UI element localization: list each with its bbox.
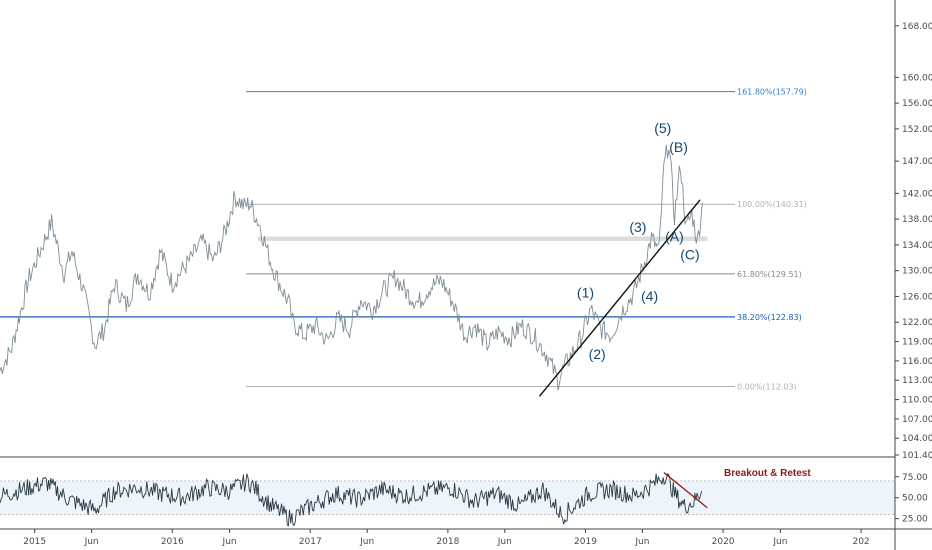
fib-level-label-0: 161.80%(157.79) [737, 88, 807, 97]
x-tick-label-2: 2016 [161, 537, 184, 547]
price-y-tick-label-13: 113.00 [902, 376, 932, 386]
price-trendline [538, 199, 701, 397]
price-y-tick-label-3: 152.00 [902, 125, 932, 135]
x-tick-label-0: 2015 [23, 537, 46, 547]
price-series-line [0, 144, 704, 391]
x-tick-label-7: Jun [497, 537, 512, 547]
fib-level-label-3: 38.20%(122.83) [737, 313, 802, 322]
x-tick-label-8: 2019 [574, 537, 597, 547]
rsi-pane: Breakout & Retest [0, 468, 895, 527]
x-tick-label-3: Jun [222, 537, 237, 547]
fib-level-label-4: 0.00%(112.03) [737, 382, 797, 391]
price-y-tick-label-17: 101.40 [902, 451, 932, 461]
x-tick-label-5: Jun [359, 537, 374, 547]
rsi-y-tick-label-0: 75.00 [902, 473, 928, 483]
x-tick-label-11: Jun [772, 537, 787, 547]
price-y-tick-label-0: 168.00 [902, 22, 932, 32]
x-tick-label-6: 2018 [436, 537, 459, 547]
wave-label-2: (3) [629, 219, 646, 235]
price-y-tick-label-2: 156.00 [902, 99, 932, 109]
price-pane: 161.80%(157.79) 100.00%(140.31) 61.80%(129… [0, 88, 807, 397]
x-tick-label-4: 2017 [299, 537, 322, 547]
price-y-tick-label-15: 107.00 [902, 415, 932, 425]
wave-label-5: (A) [665, 229, 684, 245]
rsi-y-tick-label-2: 25.00 [902, 515, 928, 525]
rsi-y-tick-label-1: 50.00 [902, 494, 928, 504]
fib-level-label-2: 61.80%(129.51) [737, 270, 802, 279]
price-y-tick-label-1: 160.00 [902, 73, 932, 83]
wave-label-3: (4) [641, 288, 658, 304]
price-y-tick-label-10: 122.00 [902, 318, 932, 328]
price-y-tick-label-5: 142.00 [902, 189, 932, 199]
rsi-series-line [0, 472, 703, 527]
price-y-tick-label-9: 126.00 [902, 292, 932, 302]
x-tick-label-1: Jun [84, 537, 99, 547]
rsi-annotation: Breakout & Retest [724, 468, 811, 479]
fib-level-label-1: 100.00%(140.31) [737, 200, 807, 209]
wave-label-0: (1) [577, 285, 594, 301]
price-y-tick-label-12: 116.00 [902, 357, 932, 367]
price-y-tick-label-14: 110.00 [902, 396, 932, 406]
x-tick-label-12: 202 [852, 537, 869, 547]
price-y-tick-label-16: 104.00 [902, 434, 932, 444]
price-y-tick-label-7: 134.00 [902, 241, 932, 251]
price-y-tick-label-11: 119.00 [902, 338, 932, 348]
wave-label-6: (B) [669, 139, 688, 155]
rsi-trendline [663, 472, 708, 509]
price-y-tick-label-8: 130.00 [902, 267, 932, 277]
wave-label-1: (2) [589, 346, 606, 362]
price-y-tick-label-6: 138.00 [902, 215, 932, 225]
wave-label-4: (5) [654, 120, 671, 136]
support-band [257, 236, 708, 242]
x-tick-label-9: Jun [634, 537, 649, 547]
wave-label-7: (C) [680, 247, 699, 263]
x-tick-label-10: 2020 [712, 537, 735, 547]
price-y-tick-label-4: 147.00 [902, 157, 932, 167]
